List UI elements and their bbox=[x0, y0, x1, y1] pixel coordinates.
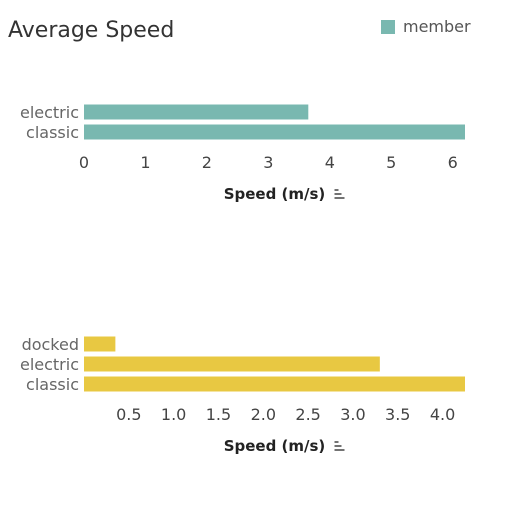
legend-label: member bbox=[403, 17, 471, 36]
x-axis-title: Speed (m/s) bbox=[224, 437, 326, 455]
x-tick-label: 2 bbox=[202, 153, 212, 172]
x-tick-label: 1 bbox=[140, 153, 150, 172]
x-tick-label: 1.0 bbox=[161, 405, 186, 424]
category-label: classic bbox=[26, 123, 79, 142]
x-tick-label: 6 bbox=[448, 153, 458, 172]
category-label: classic bbox=[26, 375, 79, 394]
x-tick-label: 2.5 bbox=[295, 405, 320, 424]
x-tick-label: 0.5 bbox=[116, 405, 141, 424]
x-tick-label: 0 bbox=[79, 153, 89, 172]
sort-descending-icon[interactable] bbox=[334, 441, 345, 451]
x-tick-label: 3.0 bbox=[340, 405, 365, 424]
chart-title: Average Speed bbox=[8, 18, 175, 43]
x-tick-label: 3.5 bbox=[385, 405, 410, 424]
x-tick-label: 4.0 bbox=[430, 405, 455, 424]
bar-electric[interactable] bbox=[84, 356, 380, 372]
category-label: electric bbox=[20, 103, 79, 122]
bar-classic[interactable] bbox=[84, 376, 465, 392]
bar-classic[interactable] bbox=[84, 124, 465, 140]
legend[interactable]: member bbox=[381, 17, 471, 36]
sort-descending-icon[interactable] bbox=[334, 189, 345, 199]
x-tick-label: 1.5 bbox=[206, 405, 231, 424]
x-axis-title: Speed (m/s) bbox=[224, 185, 326, 203]
bar-electric[interactable] bbox=[84, 104, 309, 120]
category-label: docked bbox=[22, 335, 79, 354]
legend-swatch bbox=[381, 19, 395, 34]
x-tick-label: 5 bbox=[386, 153, 396, 172]
x-tick-label: 4 bbox=[325, 153, 335, 172]
bar-docked[interactable] bbox=[84, 336, 116, 352]
x-tick-label: 2.0 bbox=[251, 405, 276, 424]
x-tick-label: 3 bbox=[263, 153, 273, 172]
category-label: electric bbox=[20, 355, 79, 374]
